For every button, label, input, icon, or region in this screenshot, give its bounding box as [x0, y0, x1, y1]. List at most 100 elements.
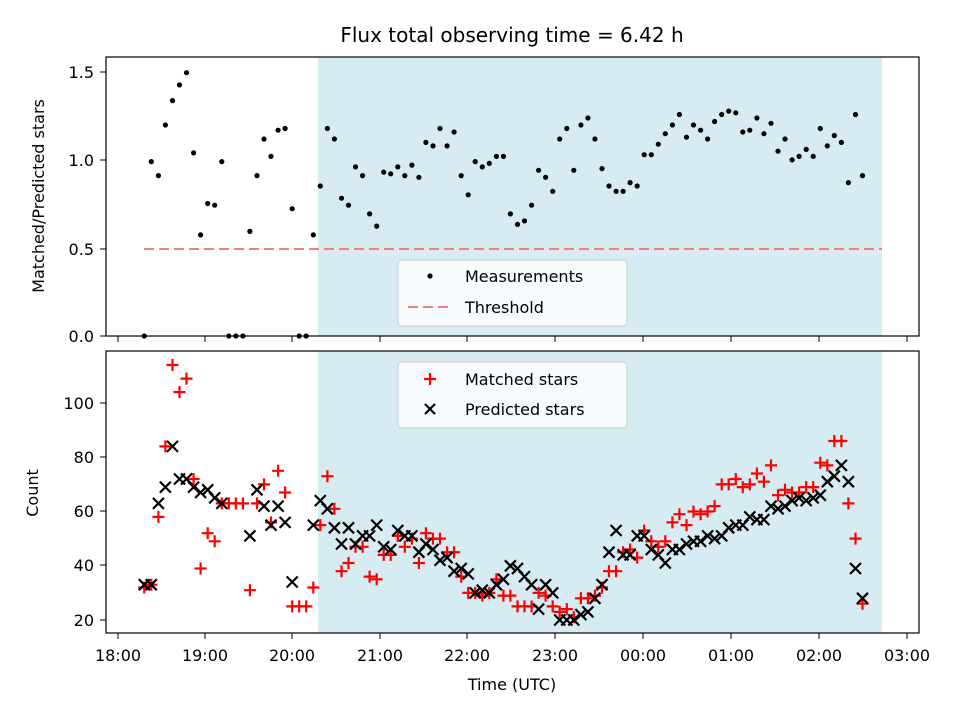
bottom-xtick-label: 03:00	[884, 646, 930, 665]
predicted-stars-point	[208, 491, 221, 505]
matched-stars-point	[152, 510, 165, 523]
measurement-point	[381, 169, 387, 175]
top-y-axis-label: Matched/Predicted stars	[29, 99, 48, 293]
measurement-point	[479, 164, 485, 170]
matched-stars-point	[610, 565, 623, 578]
measurement-point	[641, 152, 647, 158]
predicted-stars-point	[264, 518, 278, 532]
predicted-stars-point	[461, 567, 475, 581]
measurement-point	[845, 180, 852, 186]
legend-label-matched-stars: Matched stars	[465, 370, 578, 389]
bottom-ytick-label: 20	[74, 611, 94, 630]
measurement-point	[261, 136, 267, 142]
matched-stars-point	[701, 505, 714, 518]
matched-stars-point	[243, 584, 256, 597]
bottom-xtick-label: 21:00	[357, 646, 403, 665]
top-ytick-label: 0.5	[69, 240, 94, 259]
measurement-point	[507, 211, 513, 217]
measurement-point	[493, 153, 499, 159]
matched-stars-point	[272, 464, 285, 477]
predicted-stars-point	[504, 559, 517, 573]
predicted-stars-point	[799, 494, 813, 507]
predicted-stars-point	[764, 499, 778, 513]
predicted-stars-point	[595, 578, 609, 591]
predicted-stars-point	[433, 554, 447, 567]
bottom-xtick-label: 01:00	[708, 646, 754, 665]
predicted-stars-point	[271, 499, 285, 513]
predicted-stars-point	[701, 529, 714, 543]
measurement-point	[352, 164, 359, 170]
matched-stars-point	[166, 359, 179, 371]
measurement-point	[191, 150, 197, 156]
matched-stars-point	[363, 570, 376, 583]
measurement-point	[683, 134, 690, 140]
top-data-marks	[141, 70, 866, 339]
top-plot-frame	[105, 56, 920, 337]
top-panel: 0.0 0.5 1.0 1.5 Matched/Predicted stars …	[29, 56, 920, 346]
measurement-point	[514, 221, 521, 227]
measurement-point	[529, 202, 535, 208]
measurement-point	[338, 195, 345, 201]
measurement-point	[606, 183, 612, 189]
predicted-stars-point	[771, 502, 785, 516]
measurement-point	[317, 183, 323, 189]
predicted-stars-point	[806, 491, 820, 505]
measurement-point	[162, 122, 168, 128]
matched-stars-point	[729, 473, 742, 485]
measurement-point	[205, 200, 211, 207]
matched-stars-point	[807, 481, 820, 494]
predicted-stars-point	[532, 602, 545, 616]
measurement-point	[275, 127, 281, 133]
bottom-ytick-label: 100	[63, 394, 94, 413]
predicted-stars-point	[476, 583, 489, 597]
measurement-point	[437, 125, 443, 132]
bottom-xtick-label: 18:00	[95, 646, 141, 665]
predicted-stars-point	[447, 564, 461, 578]
measurement-point	[803, 146, 809, 152]
legend-label-threshold: Threshold	[464, 298, 544, 317]
measurement-point	[521, 218, 528, 224]
top-ytick-label: 1.0	[69, 151, 94, 170]
measurement-point	[451, 129, 457, 135]
matched-stars-point	[328, 502, 341, 515]
matched-stars-point	[659, 535, 672, 548]
matched-stars-point	[687, 505, 700, 518]
matched-stars-point	[342, 557, 355, 569]
predicted-stars-point	[849, 562, 862, 575]
measurement-point	[831, 132, 837, 139]
predicted-stars-point	[370, 518, 383, 532]
measurement-point	[423, 139, 429, 145]
matched-stars-point	[708, 500, 721, 513]
measurement-point	[733, 110, 739, 116]
matched-stars-point	[180, 372, 193, 385]
legend-label-predicted-stars: Predicted stars	[465, 400, 585, 419]
measurement-point	[592, 136, 598, 142]
measurement-point	[212, 202, 218, 208]
predicted-stars-point	[645, 543, 658, 556]
measurement-point	[458, 173, 464, 179]
measurement-point	[183, 70, 190, 76]
matched-stars-point	[814, 456, 827, 469]
matched-stars-point	[842, 497, 855, 510]
bottom-ytick-label: 40	[74, 556, 94, 575]
measurement-point	[409, 162, 415, 168]
measurement-point	[155, 173, 161, 179]
measurement-point	[176, 82, 183, 88]
predicted-stars-point	[391, 524, 405, 537]
matched-stars-point	[448, 546, 461, 559]
measurement-point	[550, 188, 556, 194]
predicted-stars-point	[215, 497, 229, 510]
measurement-point	[198, 232, 204, 238]
measurement-point	[796, 153, 802, 159]
measurement-point	[543, 174, 549, 180]
predicted-stars-point	[856, 592, 869, 605]
bottom-xtick-label: 22:00	[444, 646, 490, 665]
measurement-point	[557, 136, 563, 142]
measurement-point	[620, 188, 626, 194]
measurement-point	[472, 159, 478, 165]
matched-stars-point	[434, 532, 446, 545]
predicted-stars-point	[609, 524, 623, 537]
matched-stars-point	[370, 573, 383, 586]
matched-stars-point	[321, 470, 334, 483]
